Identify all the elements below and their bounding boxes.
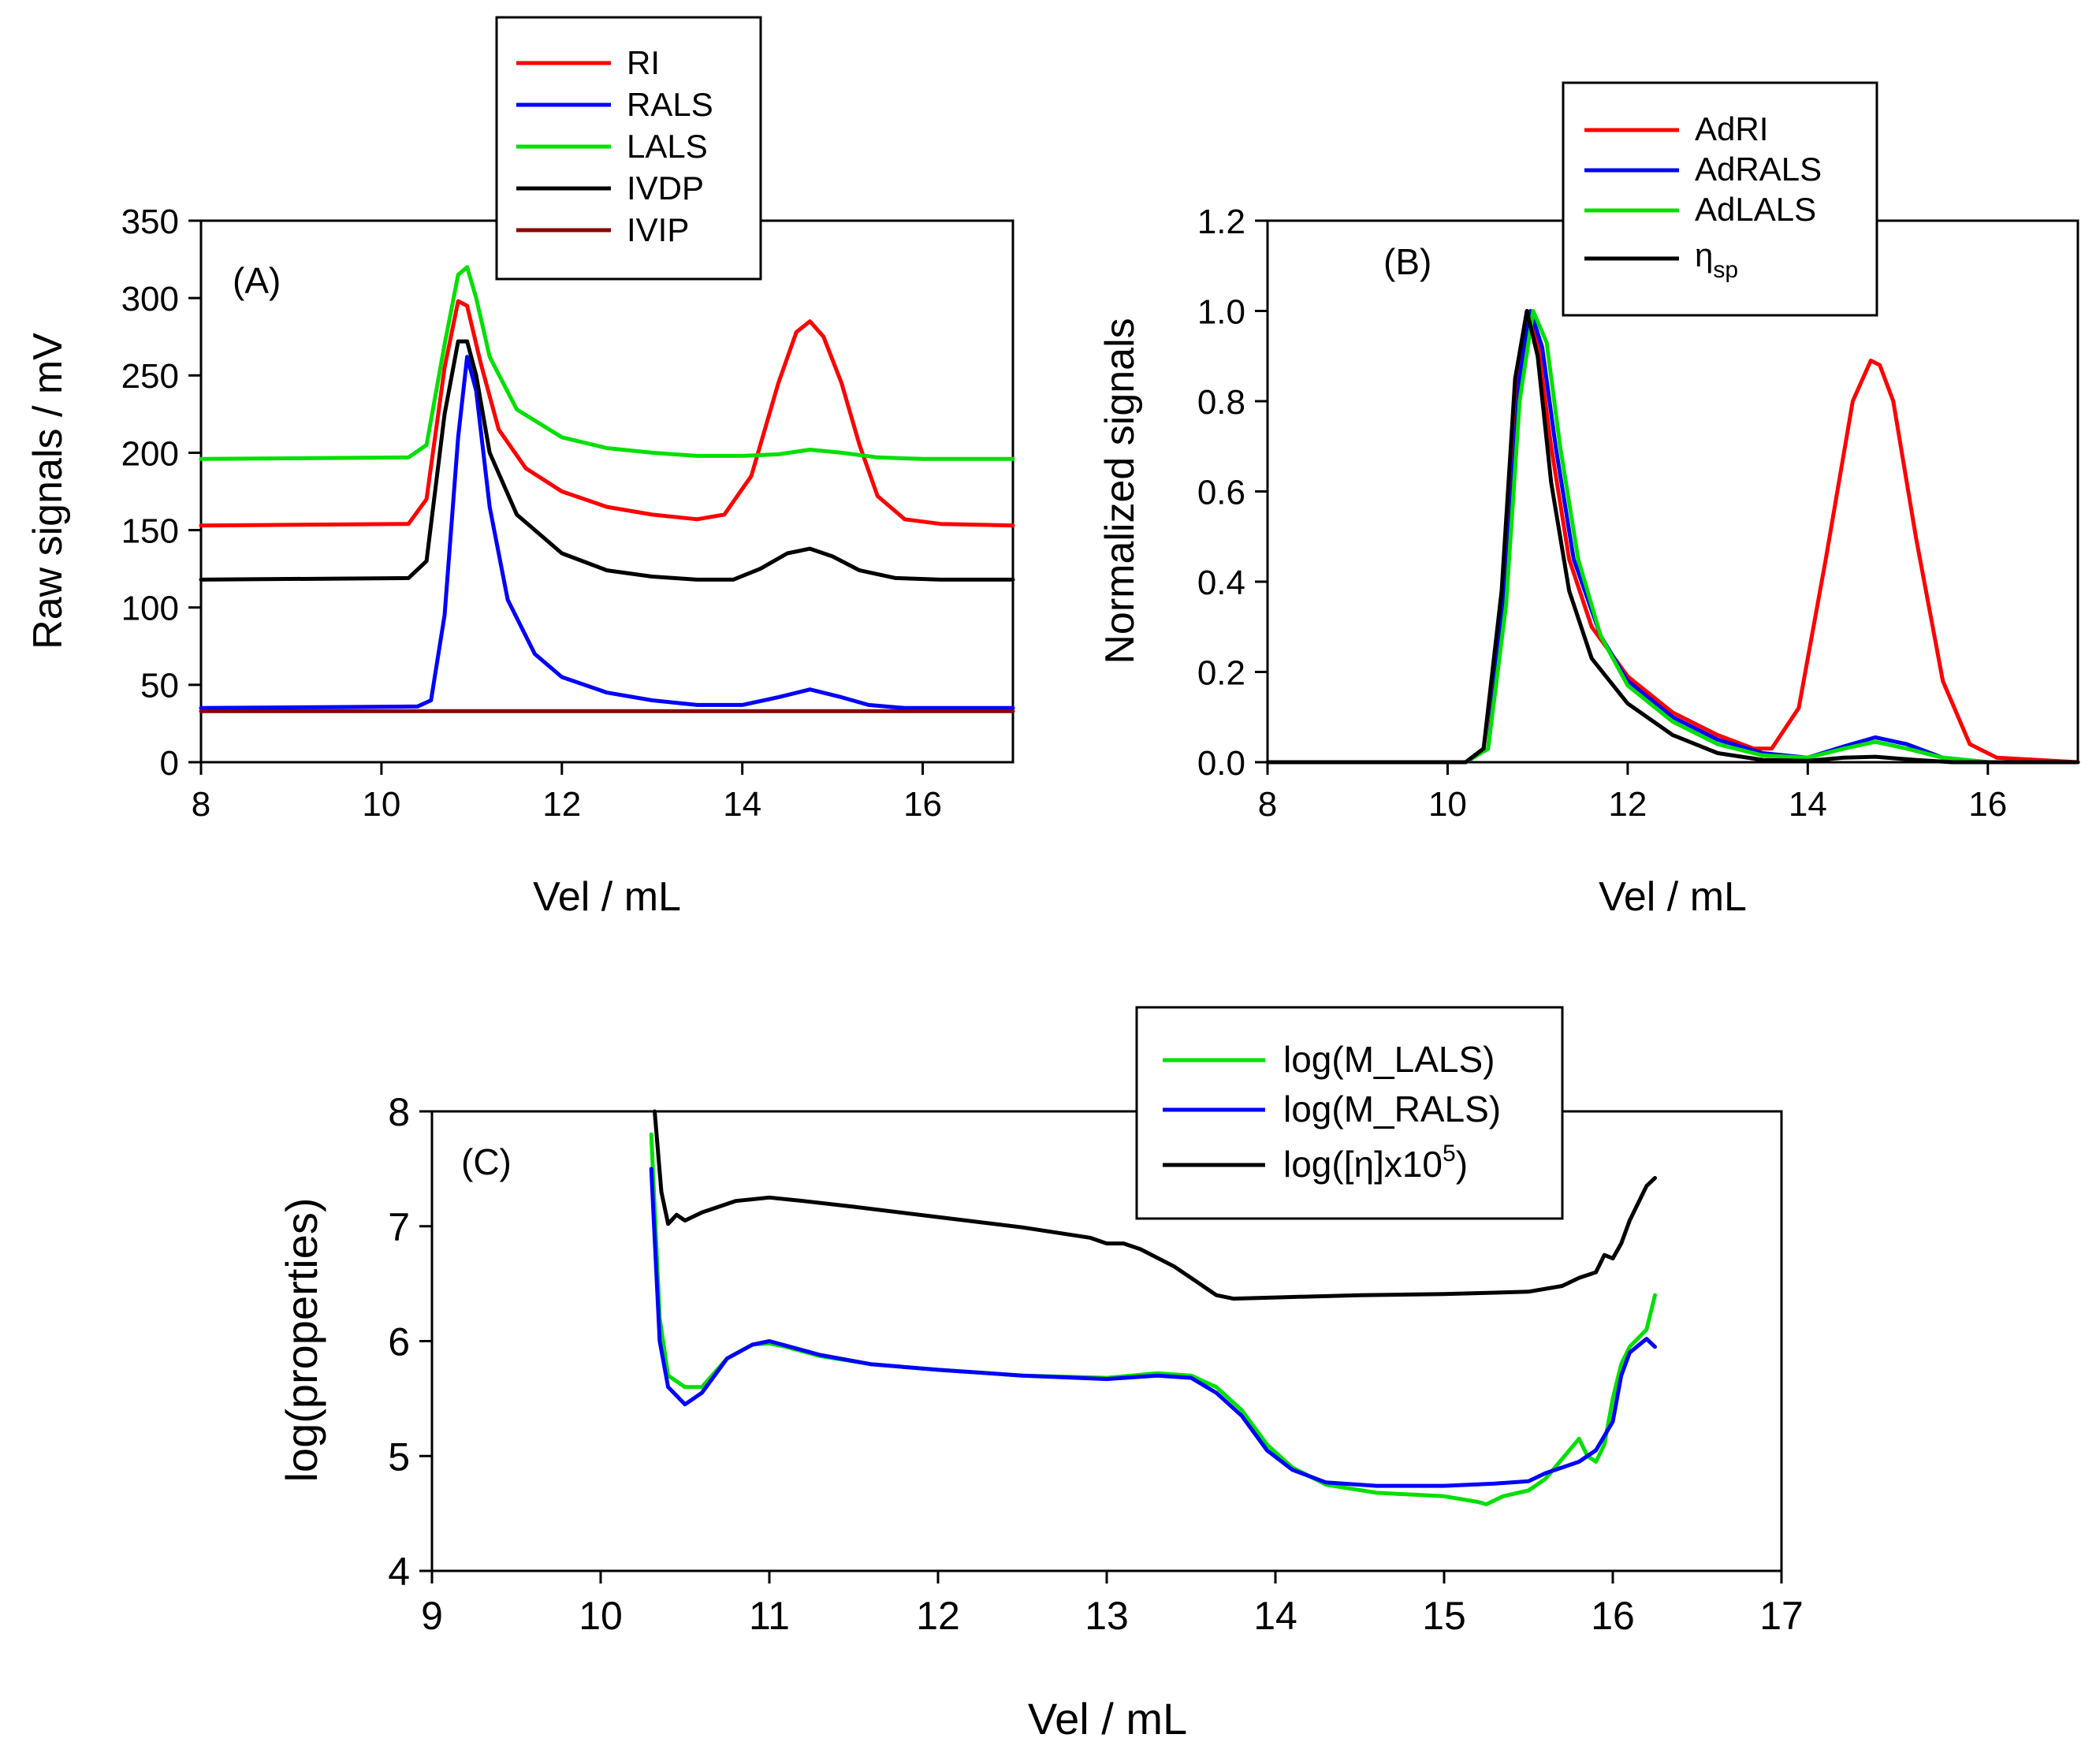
x-tick-label-b: 16 [1968,785,2007,824]
y-tick-label-c: 5 [388,1435,410,1479]
legend-label-eta-sp: ηsp [1695,236,1738,283]
x-ticks-a: 8 10 12 14 16 [192,762,942,824]
x-tick-label-b: 8 [1258,785,1277,824]
eta-subscript: sp [1713,257,1738,283]
x-tick-label-a: 14 [723,785,761,824]
y-ticks-b: 0.0 0.2 0.4 0.6 0.8 1.0 1.2 [1197,203,1268,783]
y-axis-label-b: Normalized signals [1097,318,1143,664]
x-axis-label-b: Vel / mL [1599,874,1747,920]
y-tick-label-b: 1.0 [1197,292,1245,331]
x-tick-label-c: 12 [916,1594,960,1638]
y-tick-label-a: 300 [121,280,179,318]
series-line-a-0 [199,299,1015,528]
legend-label-ivip: IVIP [627,211,689,248]
x-ticks-b: 8 10 12 14 16 [1258,762,2007,824]
legend-label-adlals: AdLALS [1695,191,1816,228]
y-tick-label-a: 100 [121,590,179,628]
y-ticks-c: 4 5 6 7 8 [388,1090,432,1594]
legend-box-c [1135,1006,1564,1220]
legend-label-lals: LALS [627,128,708,165]
y-tick-label-c: 8 [388,1090,410,1134]
x-tick-label-c: 14 [1253,1594,1297,1638]
series-line-a-1 [199,355,1015,710]
plot-frame-c [430,1110,1783,1572]
series-line-c-1 [649,1167,1657,1488]
series-line-b-3 [1265,309,2080,765]
series-line-c-2 [653,1109,1657,1301]
y-tick-label-c: 4 [388,1550,410,1594]
x-tick-label-b: 10 [1428,785,1467,824]
eta-text: log([η]x10 [1283,1144,1443,1185]
x-tick-label-a: 10 [362,785,400,824]
y-tick-label-b: 0.2 [1197,653,1245,692]
panel-b: 8 10 12 14 16 0.0 0.2 0.4 0.6 0.8 1.0 1.2 (B) Vel … [1097,81,2080,920]
y-tick-label-b: 0.8 [1197,383,1245,422]
y-tick-label-a: 0 [160,744,179,783]
x-tick-label-c: 13 [1085,1594,1129,1638]
series-group-b [1265,309,2080,765]
eta-tail: ) [1456,1144,1468,1185]
y-axis-label-a: Raw signals / mV [25,333,71,649]
x-tick-label-c: 11 [749,1594,790,1638]
series-line-a-3 [199,339,1015,582]
panel-label-c: (C) [461,1141,512,1182]
series-line-b-0 [1265,309,2080,765]
x-axis-label-a: Vel / mL [533,874,681,920]
x-tick-label-c: 16 [1591,1594,1635,1638]
y-axis-label-c: log(properties) [277,1197,326,1482]
series-group-a [199,265,1015,713]
legend-label-ivdp: IVDP [627,169,704,207]
y-tick-label-b: 0.0 [1197,744,1245,783]
x-tick-label-c: 17 [1759,1594,1804,1638]
legend-label-eta: log([η]x105) [1283,1141,1468,1185]
legend-label-rals: RALS [627,86,713,123]
legend-c: log(M_LALS) log(M_RALS) log([η]x105) [1135,1006,1564,1220]
x-tick-label-a: 8 [192,785,210,824]
eta-superscript: 5 [1443,1141,1456,1167]
plot-frame-a [199,219,1014,764]
legend-box-b [1562,81,1878,317]
series-line-a-2 [199,265,1015,461]
y-tick-label-a: 350 [121,203,179,241]
y-tick-label-a: 250 [121,357,179,396]
x-tick-label-c: 9 [421,1594,443,1638]
legend-b: AdRI AdRALS AdLALS ηsp [1562,81,1878,317]
y-tick-label-a: 200 [121,434,179,473]
y-tick-label-b: 0.4 [1197,564,1245,602]
series-group-c [649,1109,1657,1506]
y-tick-label-c: 6 [388,1320,410,1364]
y-tick-label-a: 50 [140,667,179,705]
legend-label-m-lals: log(M_LALS) [1283,1039,1495,1080]
panel-c: 9 10 11 12 13 14 15 16 17 4 5 6 7 8 (C) Vel / mL log… [277,1006,1804,1744]
x-axis-label-c: Vel / mL [1028,1694,1187,1744]
legend-label-ri: RI [627,44,660,81]
y-tick-label-b: 1.2 [1197,203,1245,241]
x-tick-label-c: 10 [579,1594,623,1638]
legend-label-adrals: AdRALS [1695,151,1822,188]
x-tick-label-b: 12 [1608,785,1647,824]
legend-a: RI RALS LALS IVDP IVIP [495,16,762,281]
x-tick-label-a: 12 [542,785,581,824]
x-ticks-c: 9 10 11 12 13 14 15 16 17 [421,1571,1804,1638]
x-tick-label-c: 15 [1422,1594,1466,1638]
legend-label-adri: AdRI [1695,110,1768,147]
panel-label-a: (A) [233,260,281,301]
x-tick-label-a: 16 [903,785,942,824]
x-tick-label-b: 14 [1789,785,1827,824]
y-ticks-a: 0 50 100 150 200 250 300 350 [121,203,201,783]
y-tick-label-b: 0.6 [1197,473,1245,512]
y-tick-label-a: 150 [121,512,179,550]
series-line-b-1 [1265,309,2080,765]
panel-a: 8 10 12 14 16 0 50 100 150 200 250 300 350 (A) Vel … [25,16,1015,920]
panel-label-b: (B) [1383,241,1431,282]
legend-label-m-rals: log(M_RALS) [1283,1089,1501,1129]
eta-symbol: η [1695,236,1713,274]
y-tick-label-c: 7 [388,1205,410,1249]
series-line-b-2 [1265,309,2080,765]
